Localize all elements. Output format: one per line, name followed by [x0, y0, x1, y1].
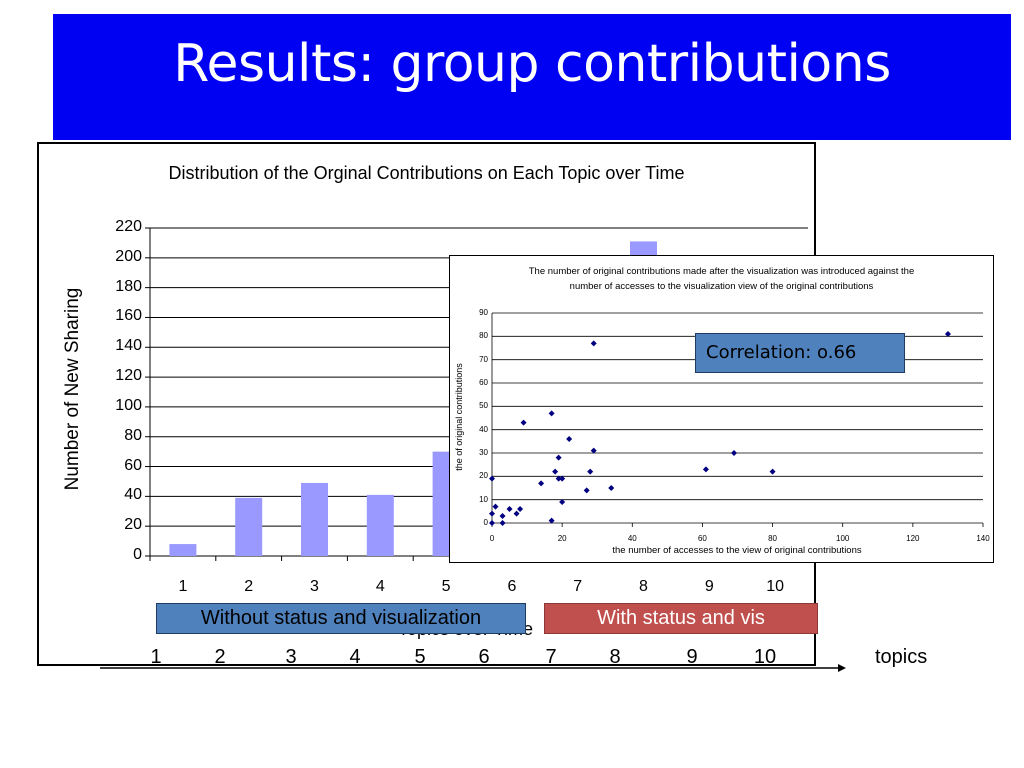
scatter-point-13 — [552, 468, 559, 475]
scatter-point-10 — [538, 480, 545, 487]
slide-title: Results: group contributions — [173, 34, 891, 94]
scatter-x-tick-label: 20 — [557, 534, 567, 543]
scatter-point-4 — [499, 513, 506, 519]
bar-x-category-label: 5 — [441, 578, 451, 595]
bottom-axis-label: 7 — [545, 646, 557, 668]
bar-y-tick-label: 40 — [124, 486, 142, 504]
scatter-chart-panel — [449, 255, 994, 563]
bar-x-category-label: 8 — [639, 578, 648, 595]
bar-y-tick-label: 200 — [115, 247, 142, 265]
bar-1 — [169, 544, 197, 556]
scatter-x-axis-label: the number of accesses to the view of or… — [612, 545, 862, 556]
bottom-axis-label: 3 — [285, 646, 297, 668]
scatter-y-tick-label: 20 — [479, 471, 488, 481]
scatter-point-8 — [517, 506, 524, 512]
bar-y-tick-label: 60 — [124, 456, 142, 474]
scatter-point-9 — [520, 419, 527, 426]
scatter-y-tick-label: 0 — [483, 518, 488, 527]
scatter-point-5 — [499, 520, 506, 526]
bar-x-category-label: 7 — [573, 578, 583, 595]
scatter-y-tick-label: 90 — [479, 308, 488, 317]
with-status-label: With status and vis — [544, 603, 818, 634]
scatter-y-tick-label: 40 — [479, 424, 488, 434]
scatter-point-2 — [489, 475, 495, 482]
scatter-point-3 — [492, 503, 499, 510]
scatter-point-14 — [555, 454, 562, 461]
scatter-point-25 — [730, 450, 737, 456]
scatter-point-6 — [506, 506, 513, 512]
bottom-axis-label: 6 — [478, 646, 490, 668]
scatter-x-tick-label: 0 — [489, 534, 495, 543]
scatter-point-1 — [489, 510, 495, 517]
bar-3 — [301, 482, 328, 556]
title-bar: Results: group contributions — [53, 14, 1011, 140]
bar-chart-title: Distribution of the Orginal Contribution… — [168, 163, 685, 183]
bar-x-category-label: 3 — [310, 578, 319, 595]
scatter-y-tick-label: 70 — [479, 354, 488, 364]
scatter-point-15 — [555, 475, 562, 482]
bottom-axis-label: 9 — [686, 646, 698, 668]
scatter-point-18 — [566, 436, 573, 442]
bar-y-tick-label: 160 — [115, 307, 142, 325]
scatter-point-27 — [944, 331, 951, 337]
scatter-title-line2: number of accesses to the visualization … — [569, 281, 874, 292]
scatter-point-12 — [548, 517, 555, 524]
bar-y-tick-label: 80 — [124, 426, 142, 444]
bar-4 — [366, 494, 394, 556]
bar-x-category-label: 1 — [178, 578, 188, 595]
bar-2 — [235, 497, 263, 556]
bottom-axis-label: 10 — [753, 646, 777, 668]
bar-x-category-label: 10 — [766, 578, 784, 595]
scatter-y-tick-label: 30 — [479, 448, 488, 457]
scatter-chart-title: The number of original contributions mad… — [449, 264, 994, 294]
scatter-x-tick-label: 120 — [906, 534, 920, 543]
scatter-point-21 — [590, 340, 597, 347]
topics-label: topics — [875, 646, 928, 668]
scatter-y-tick-label: 60 — [479, 378, 488, 387]
bottom-axis-label: 4 — [349, 646, 361, 668]
bar-y-tick-label: 220 — [115, 218, 142, 235]
bottom-axis-label: 5 — [414, 646, 426, 668]
scatter-title-line1: The number of original contributions mad… — [528, 266, 915, 277]
scatter-y-axis-label: the of original contributions — [454, 363, 464, 471]
scatter-point-23 — [608, 485, 615, 491]
without-status-label: Without status and visualization — [156, 603, 526, 634]
scatter-point-7 — [513, 510, 520, 517]
scatter-x-tick-label: 140 — [976, 534, 990, 543]
bar-x-category-label: 9 — [704, 578, 714, 595]
bar-x-category-label: 6 — [507, 578, 517, 595]
scatter-point-11 — [548, 410, 555, 417]
scatter-point-19 — [583, 487, 590, 494]
scatter-point-0 — [489, 520, 495, 526]
scatter-x-tick-label: 40 — [627, 534, 637, 543]
bar-x-category-label: 2 — [244, 578, 254, 595]
scatter-point-20 — [587, 468, 594, 475]
scatter-point-16 — [559, 499, 566, 505]
scatter-point-22 — [590, 447, 597, 454]
bar-y-tick-label: 140 — [115, 337, 142, 355]
scatter-x-tick-label: 60 — [697, 534, 707, 543]
bar-y-tick-label: 0 — [133, 546, 142, 563]
bar-y-tick-label: 120 — [115, 367, 142, 385]
scatter-y-tick-label: 80 — [479, 331, 488, 341]
scatter-point-17 — [559, 475, 566, 482]
correlation-callout: Correlation: o.66 — [695, 333, 905, 373]
scatter-y-tick-label: 10 — [479, 494, 488, 504]
bar-y-tick-label: 100 — [115, 396, 142, 414]
bottom-axis-label: 8 — [609, 646, 621, 668]
bottom-axis-label: 1 — [150, 646, 162, 668]
bar-x-category-label: 4 — [375, 578, 385, 595]
bottom-axis-label: 2 — [214, 646, 226, 668]
scatter-y-tick-label: 50 — [479, 401, 488, 411]
bar-y-tick-label: 20 — [124, 516, 142, 534]
scatter-point-26 — [769, 468, 776, 475]
scatter-x-tick-label: 100 — [836, 534, 850, 543]
scatter-point-24 — [702, 466, 709, 473]
scatter-x-tick-label: 80 — [768, 534, 778, 543]
bar-y-tick-label: 180 — [115, 277, 142, 295]
